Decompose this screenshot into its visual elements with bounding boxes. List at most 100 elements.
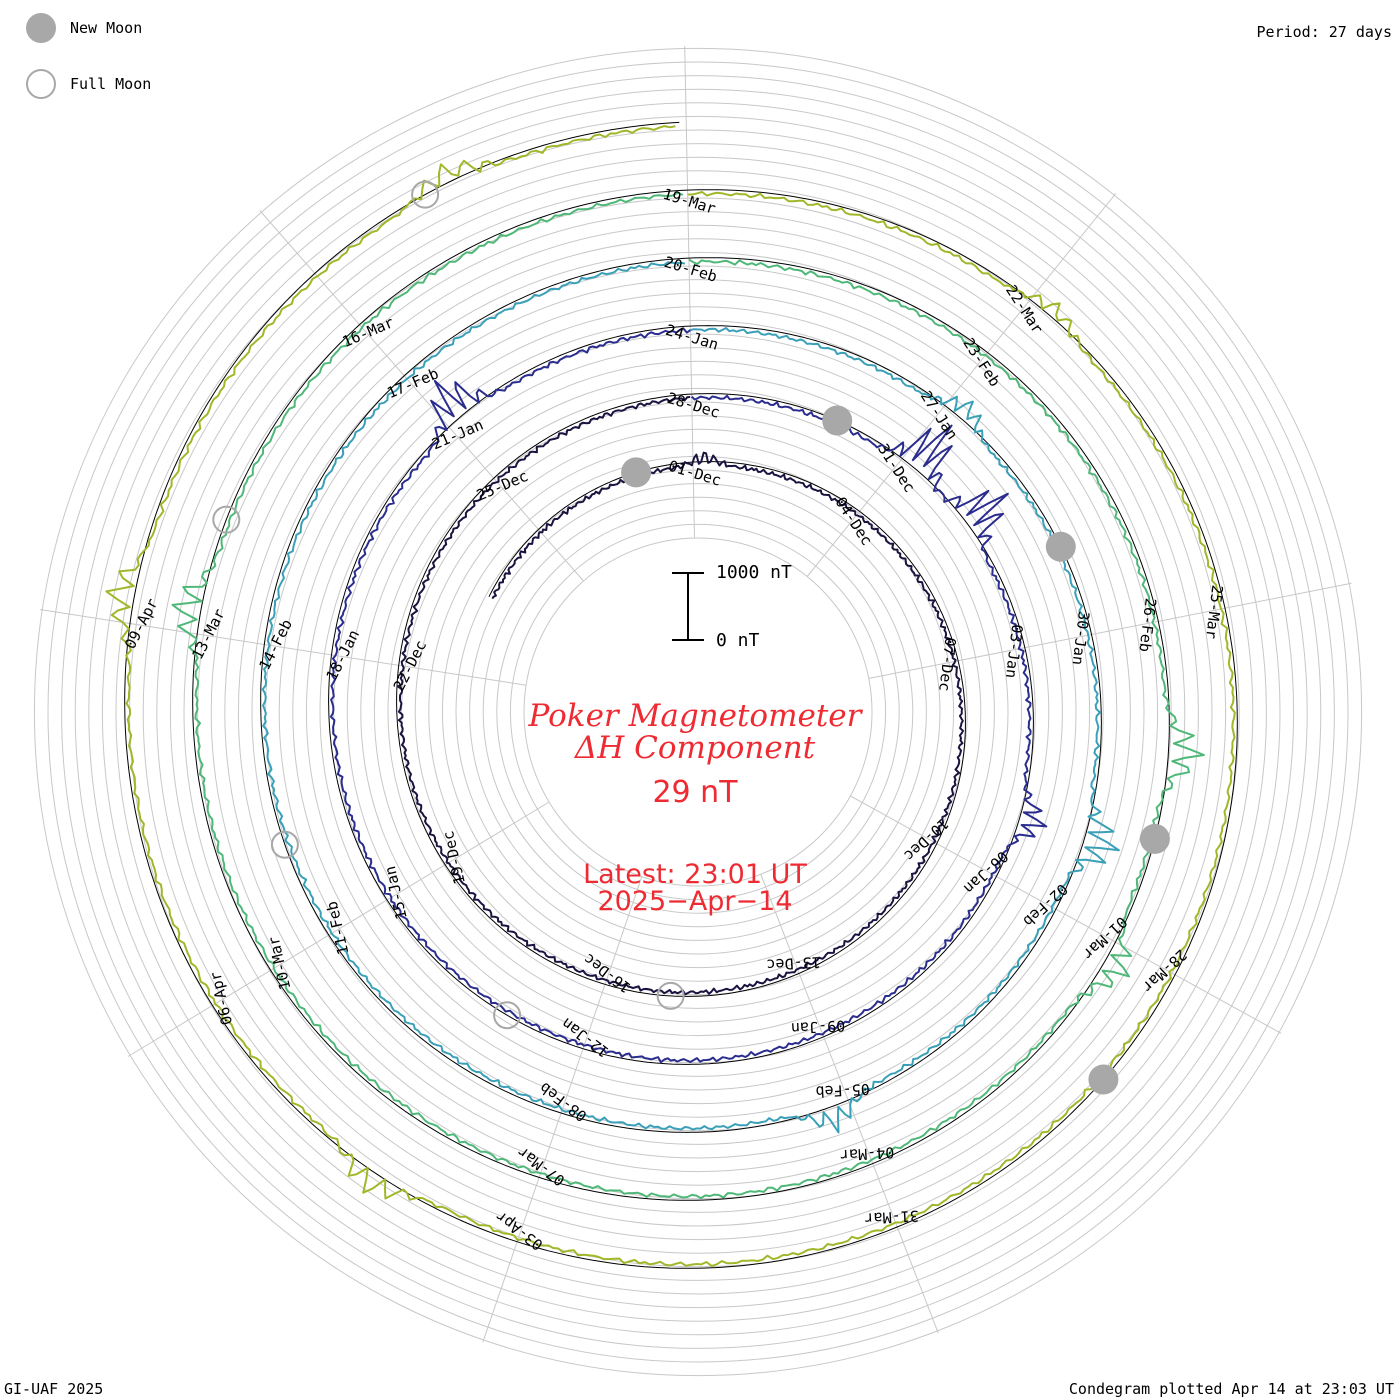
date-label: 11-Feb <box>323 900 353 957</box>
date-label: 14-Feb <box>255 616 296 672</box>
trace-turn-3 <box>261 261 1120 1134</box>
grid-ring <box>509 523 887 901</box>
scale-top-label: 1000 nT <box>716 562 792 583</box>
grid-ring <box>482 496 914 928</box>
latest-date: 2025−Apr−14 <box>597 886 793 917</box>
new-moon-marker <box>1139 823 1170 854</box>
date-label: 28-Mar <box>1138 946 1190 996</box>
grid-spoke <box>868 582 1352 679</box>
grid-ring <box>88 102 1308 1322</box>
full-moon-marker <box>656 981 685 1010</box>
date-label: 25-Dec <box>474 467 531 505</box>
grid-ring <box>441 455 955 969</box>
date-label: 31-Mar <box>864 1207 919 1228</box>
grid-spokes <box>39 46 1352 1343</box>
date-label: 26-Feb <box>1135 597 1159 653</box>
date-label: 03-Jan <box>1002 623 1026 679</box>
grid-ring <box>33 47 1363 1377</box>
date-label: 05-Feb <box>815 1080 870 1101</box>
date-label: 04-Dec <box>831 494 876 549</box>
full-moon-marker <box>212 505 241 534</box>
full-moon-marker <box>493 1001 522 1030</box>
grid-ring <box>156 170 1240 1254</box>
grid-ring <box>74 88 1322 1336</box>
latest-time: Latest: 23:01 UT <box>583 859 807 890</box>
date-label: 10-Dec <box>900 814 952 864</box>
trace-turn-1 <box>397 396 964 996</box>
grid-ring <box>387 401 1009 1023</box>
new-moon-marker <box>621 457 652 488</box>
date-label: 04-Mar <box>840 1143 895 1164</box>
date-label: 25-Mar <box>1202 584 1226 640</box>
credit-label: GI-UAF 2025 <box>4 1380 104 1398</box>
period-label: Period: 27 days <box>1256 23 1392 41</box>
grid-ring <box>305 319 1091 1105</box>
grid-ring <box>401 415 995 1009</box>
new-moon-marker <box>1088 1064 1119 1095</box>
grid-ring <box>496 510 900 914</box>
scale-bar <box>672 572 704 641</box>
grid-spoke <box>806 193 1117 577</box>
grid-spoke <box>850 795 1282 1034</box>
current-value: 29 nT <box>652 775 738 810</box>
full-moon-label: Full Moon <box>70 75 152 93</box>
grid-ring <box>278 292 1118 1132</box>
date-label: 09-Jan <box>791 1016 846 1037</box>
grid-ring <box>292 306 1104 1118</box>
date-label: 18-Jan <box>323 627 364 683</box>
grid-ring <box>360 374 1036 1050</box>
scale-bottom-label: 0 nT <box>716 630 760 651</box>
date-label: 22-Dec <box>390 637 431 693</box>
plot-timestamp: Condegram plotted Apr 14 at 23:03 UT <box>1068 1380 1394 1398</box>
grid-ring <box>251 265 1145 1159</box>
date-label: 31-Dec <box>874 441 919 496</box>
date-label: 13-Mar <box>188 606 229 662</box>
grid-ring <box>319 333 1077 1091</box>
grid-ring <box>224 238 1172 1186</box>
grid-ring <box>61 75 1335 1349</box>
data-traces <box>105 125 1236 1267</box>
grid-ring <box>373 387 1023 1037</box>
date-label: 07-Dec <box>935 636 959 692</box>
grid-ring <box>428 442 968 982</box>
trace-turn-4 <box>171 191 1205 1200</box>
grid-ring <box>414 428 982 996</box>
date-label: 23-Feb <box>959 335 1004 390</box>
date-label: 13-Dec <box>766 953 821 974</box>
date-label: 22-Mar <box>1002 282 1047 337</box>
date-label: 16-Mar <box>340 313 397 351</box>
date-label: 30-Jan <box>1069 610 1093 666</box>
grid-ring <box>101 115 1295 1309</box>
grid-ring <box>115 129 1281 1295</box>
legend-full-moon: Full Moon <box>26 69 151 99</box>
grid-ring <box>197 211 1199 1213</box>
grid-ring <box>169 183 1227 1241</box>
date-label: 10-Mar <box>265 935 295 992</box>
new-moon-marker <box>1045 531 1076 562</box>
grid-ring <box>237 251 1159 1173</box>
baseline-path <box>124 121 1238 1269</box>
grid-ring <box>346 360 1050 1064</box>
grid-spoke <box>127 801 550 1057</box>
chart-subtitle: ΔH Component <box>574 730 816 766</box>
grid-spoke <box>259 210 584 582</box>
trace-turn-2 <box>329 327 1048 1064</box>
grid-spoke <box>684 46 695 539</box>
trace-turn-5 <box>105 125 1236 1267</box>
date-label: 17-Feb <box>384 364 441 402</box>
date-label: 06-Apr <box>206 970 236 1027</box>
new-moon-icon <box>26 13 56 43</box>
grid-ring <box>210 224 1186 1200</box>
grid-ring <box>523 537 873 887</box>
full-moon-marker <box>270 830 299 859</box>
grid-ring <box>142 156 1254 1268</box>
legend-new-moon: New Moon <box>26 13 142 43</box>
full-moon-marker <box>411 180 440 209</box>
baseline-spiral <box>124 121 1238 1269</box>
new-moon-marker <box>822 405 853 436</box>
date-label: 09-Apr <box>121 596 162 652</box>
grid-ring <box>455 469 941 955</box>
grid-ring <box>183 197 1213 1227</box>
chart-title: Poker Magnetometer <box>528 698 862 734</box>
